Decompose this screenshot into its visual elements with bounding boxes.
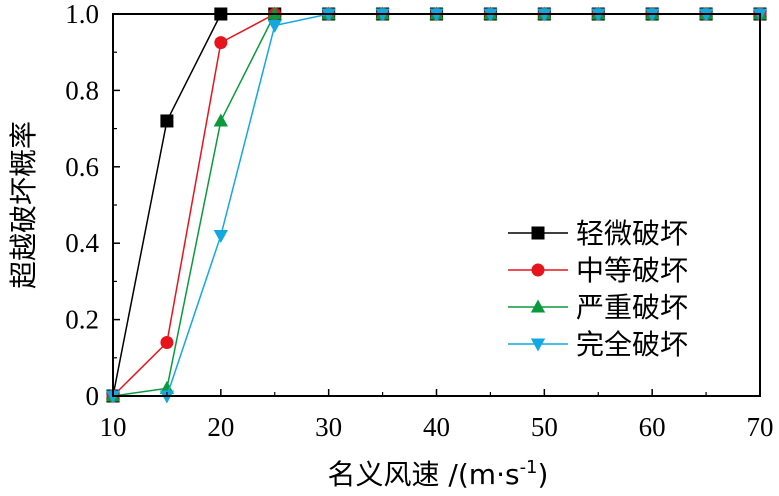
x-tick-label: 70	[747, 412, 774, 442]
legend-entry: 轻微破坏	[508, 217, 688, 250]
data-point	[267, 19, 282, 33]
legend-label: 中等破坏	[576, 254, 688, 287]
legend-entry: 完全破坏	[508, 328, 688, 361]
legend-label: 严重破坏	[576, 291, 688, 324]
x-tick-label: 10	[100, 412, 127, 442]
data-point	[214, 36, 228, 50]
legend-marker	[530, 299, 546, 313]
x-axis-title: 名义风速 /(m·s-1)	[328, 457, 549, 491]
x-tick-label: 40	[423, 412, 450, 442]
x-tick-label: 30	[315, 412, 342, 442]
y-tick-label: 0.2	[65, 305, 99, 335]
y-axis-title: 超越破坏概率	[7, 121, 40, 289]
data-point	[160, 336, 174, 350]
legend-marker	[531, 263, 545, 277]
x-axis-title-main: 名义风速 /(m·s	[328, 458, 520, 491]
axis-ticks: 10 20 30 40 50 60 70 0 0.2 0.4 0.6 0.8 1.0	[65, 0, 773, 442]
y-tick-label: 0.8	[65, 75, 99, 105]
legend-label: 轻微破坏	[576, 217, 688, 250]
x-axis-title-exponent: -1	[520, 457, 538, 478]
x-tick-label: 20	[207, 412, 234, 442]
legend-entry: 中等破坏	[508, 254, 688, 287]
x-axis-title-close: )	[538, 458, 549, 491]
data-point	[213, 230, 228, 244]
x-tick-label: 50	[531, 412, 558, 442]
legend-entry: 严重破坏	[508, 291, 688, 324]
legend-marker	[531, 226, 545, 240]
y-tick-label: 0	[86, 381, 100, 411]
legend-marker	[530, 338, 546, 352]
data-point	[160, 114, 174, 128]
legend-label: 完全破坏	[576, 328, 688, 361]
data-point	[213, 113, 228, 127]
y-tick-label: 0.4	[65, 228, 99, 258]
x-tick-label: 60	[639, 412, 666, 442]
y-tick-label: 1.0	[65, 0, 99, 29]
y-tick-label: 0.6	[65, 152, 99, 182]
